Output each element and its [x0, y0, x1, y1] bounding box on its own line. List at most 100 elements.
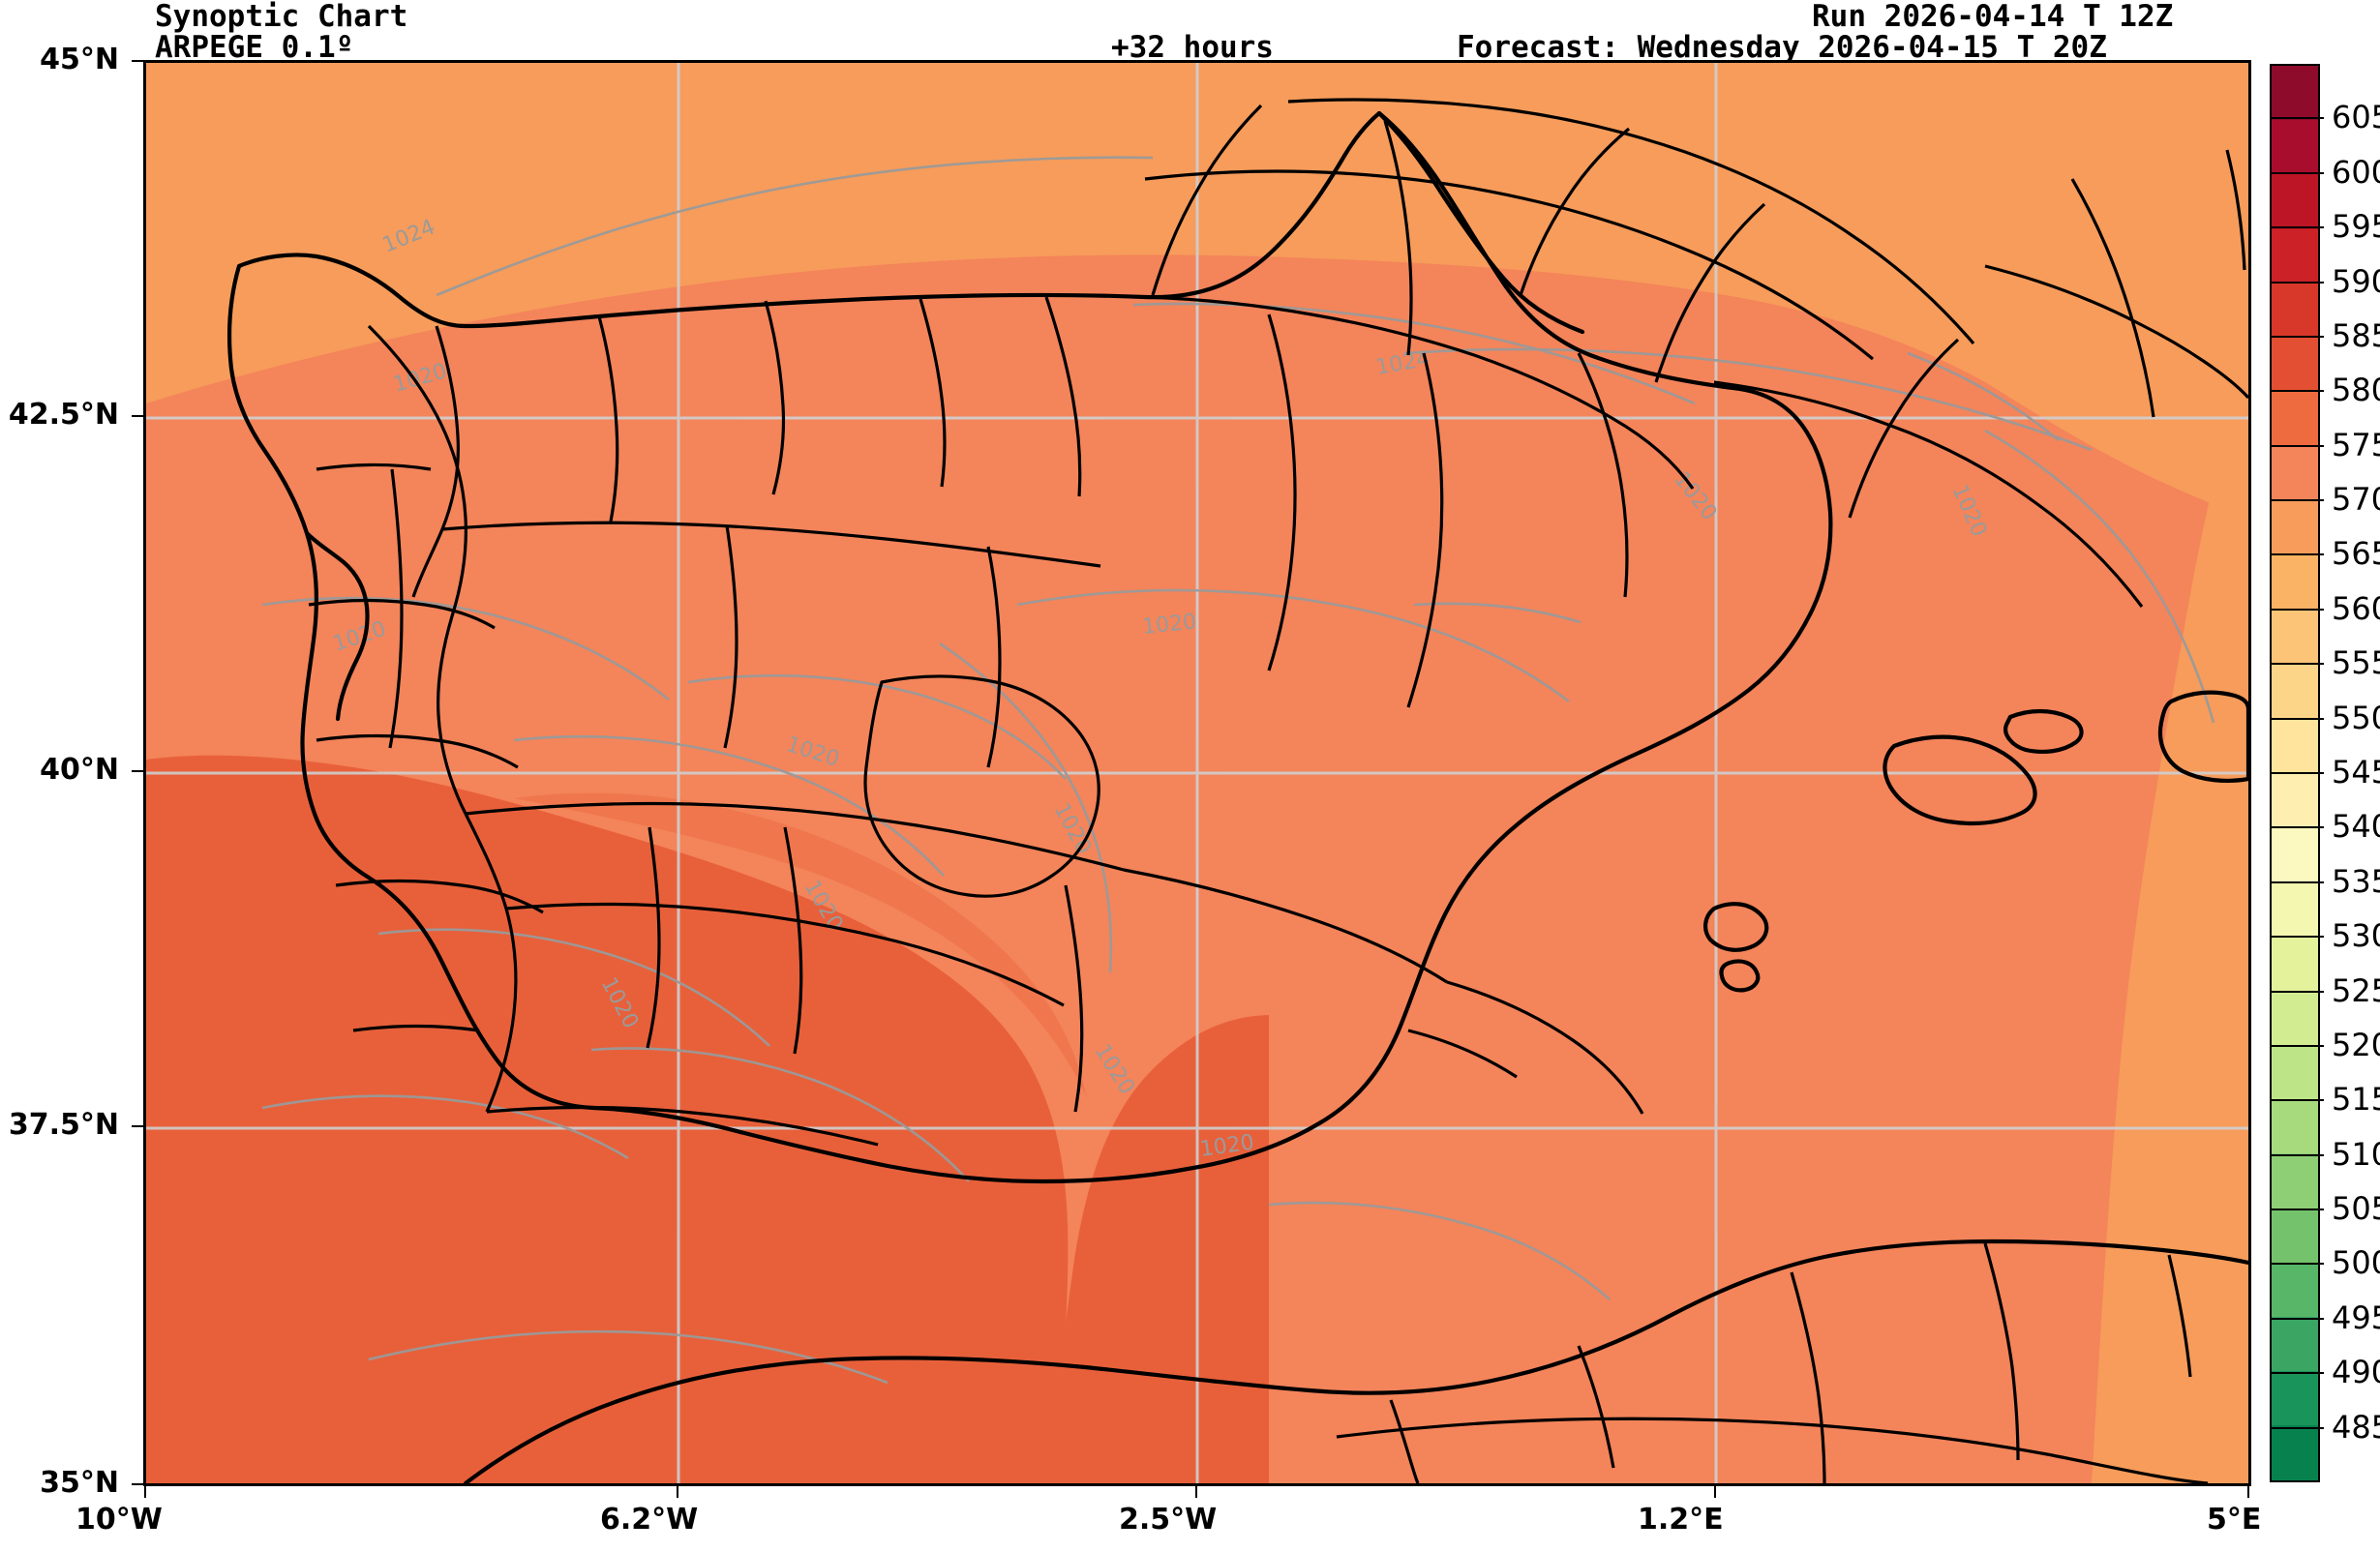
- colorbar-tick: [2270, 608, 2324, 611]
- colorbar-segment: [2272, 1099, 2318, 1154]
- colorbar-segment: [2272, 1208, 2318, 1263]
- colorbar-tick-label: 555: [2332, 644, 2380, 682]
- colorbar-segment: [2272, 610, 2318, 665]
- graticule-layer: [146, 63, 2248, 1483]
- border-france-east2: [2225, 149, 2246, 271]
- colorbar-segment: [2272, 827, 2318, 882]
- colorbar-segment: [2272, 1262, 2318, 1318]
- border-interior-v1: [723, 524, 738, 749]
- isobar-1020-tajo: [513, 734, 945, 877]
- border-portugal-v: [388, 468, 404, 749]
- isobar-1016-morocco: [368, 1329, 889, 1385]
- coastline-formentera: [1719, 959, 1761, 993]
- y-tick-label-40: 40°N: [40, 753, 119, 787]
- border-france-h4: [1984, 264, 2248, 400]
- colorbar-tick: [2270, 717, 2324, 720]
- colorbar-tick-label: 585: [2332, 316, 2380, 354]
- border-aragon-inner: [1267, 313, 1297, 672]
- colorbar-tick: [2270, 1044, 2324, 1047]
- colorbar-tick: [2270, 1372, 2324, 1375]
- colorbar-tick: [2270, 444, 2324, 447]
- border-extremadura: [486, 1105, 879, 1147]
- colorbar-tick-label: 560: [2332, 589, 2380, 627]
- colorbar-tick: [2270, 335, 2324, 338]
- lead-time-label: +32 hours: [1111, 30, 1274, 65]
- border-catalonia-inner: [1577, 352, 1629, 598]
- fill-band-570-575-east: [2092, 353, 2248, 1483]
- border-maghreb-1: [1389, 1399, 1420, 1483]
- colorbar-tick: [2270, 1263, 2324, 1266]
- colorbar-tick-label: 520: [2332, 1026, 2380, 1063]
- colorbar-tick: [2270, 390, 2324, 393]
- colorbar-tick: [2270, 553, 2324, 556]
- colorbar-tick: [2270, 826, 2324, 829]
- x-tick-label-5e: 5°E: [2207, 1503, 2262, 1537]
- coastline-menorca: [2003, 708, 2084, 754]
- synoptic-map-plot[interactable]: 1024 1024 1020 1020 1020 1020 1020 1020 …: [143, 60, 2251, 1486]
- y-tick-label-37-5: 37.5°N: [8, 1108, 119, 1142]
- y-tick-37-5: [132, 1125, 143, 1127]
- border-portugal-3: [316, 733, 519, 769]
- y-tick-42-5: [132, 415, 143, 417]
- border-maghreb-3: [1790, 1271, 1826, 1483]
- border-asturias-leon: [597, 315, 619, 522]
- isobar-1020-south: [590, 1047, 970, 1182]
- isobar-1020-catalonia: [1907, 351, 2060, 442]
- colorbar-tick: [2270, 1426, 2324, 1429]
- border-interior-v5: [646, 826, 661, 1049]
- border-galicia: [411, 325, 460, 598]
- x-tick-label-2-5w: 2.5°W: [1119, 1503, 1218, 1537]
- colorbar-segment: [2272, 1153, 2318, 1209]
- colorbar-segment: [2272, 338, 2318, 393]
- colorbar-tick-label: 595: [2332, 208, 2380, 246]
- border-andalucia-n: [505, 902, 1065, 1007]
- colorbar-tick: [2270, 1153, 2324, 1156]
- colorbar-segment: [2272, 228, 2318, 284]
- colorbar-tick: [2270, 990, 2324, 993]
- x-tick-1-2e: [1714, 1486, 1716, 1498]
- isobar-layer: [261, 156, 2215, 1385]
- isobar-1020-atlantic: [261, 1094, 629, 1160]
- border-france-4: [1654, 202, 1766, 383]
- colorbar-tick-label: 540: [2332, 808, 2380, 846]
- colorbar-tick: [2270, 1099, 2324, 1102]
- colorbar-segment: [2272, 174, 2318, 229]
- model-label: ARPEGE 0.1º: [155, 30, 354, 65]
- colorbar-segment: [2272, 446, 2318, 501]
- colorbar-tick: [2270, 281, 2324, 284]
- y-tick-label-35: 35°N: [40, 1466, 119, 1500]
- border-interior-v3: [783, 826, 803, 1055]
- colorbar-tick-label: 500: [2332, 1244, 2380, 1282]
- y-tick-45: [132, 60, 143, 62]
- colorbar-segment: [2272, 772, 2318, 828]
- border-interior-v2: [986, 546, 1002, 768]
- colorbar-segment: [2272, 1317, 2318, 1372]
- border-france-5: [1848, 338, 1960, 519]
- x-tick-2-5w: [1195, 1486, 1197, 1498]
- border-interior-v4: [1064, 884, 1084, 1113]
- run-timestamp-label: Run 2026-04-14 T 12Z: [1812, 0, 2174, 34]
- coastline-north-africa: [463, 1239, 2248, 1483]
- x-tick-5e: [2247, 1486, 2249, 1498]
- border-murcia: [1407, 1029, 1518, 1079]
- colorbar-segment: [2272, 718, 2318, 773]
- colorbar-tick-label: 525: [2332, 971, 2380, 1009]
- forecast-valid-label: Forecast: Wednesday 2026-04-15 T 20Z: [1457, 30, 2107, 65]
- x-tick-6-2w: [677, 1486, 678, 1498]
- colorbar-segment: [2272, 120, 2318, 175]
- colorbar-tick: [2270, 663, 2324, 666]
- border-madrid: [863, 674, 1100, 898]
- border-valencia: [1446, 980, 1644, 1115]
- border-maghreb-h: [1336, 1417, 2209, 1483]
- x-tick-label-1-2e: 1.2°E: [1638, 1503, 1724, 1537]
- colorbar-segment: [2272, 283, 2318, 339]
- coastline-mallorca: [1883, 734, 2037, 826]
- border-castilla-mancha: [1123, 868, 1448, 984]
- chart-header: Synoptic Chart ARPEGE 0.1º +32 hours Run…: [0, 0, 2380, 65]
- border-aragon-cat: [1406, 352, 1444, 708]
- colorbar-tick-label: 535: [2332, 862, 2380, 900]
- border-portugal-2: [308, 598, 496, 630]
- y-tick-label-45: 45°N: [40, 43, 119, 76]
- isobar-1020-central-north: [1016, 588, 1570, 703]
- fill-band-580-585-maghreb: [1046, 1015, 1269, 1483]
